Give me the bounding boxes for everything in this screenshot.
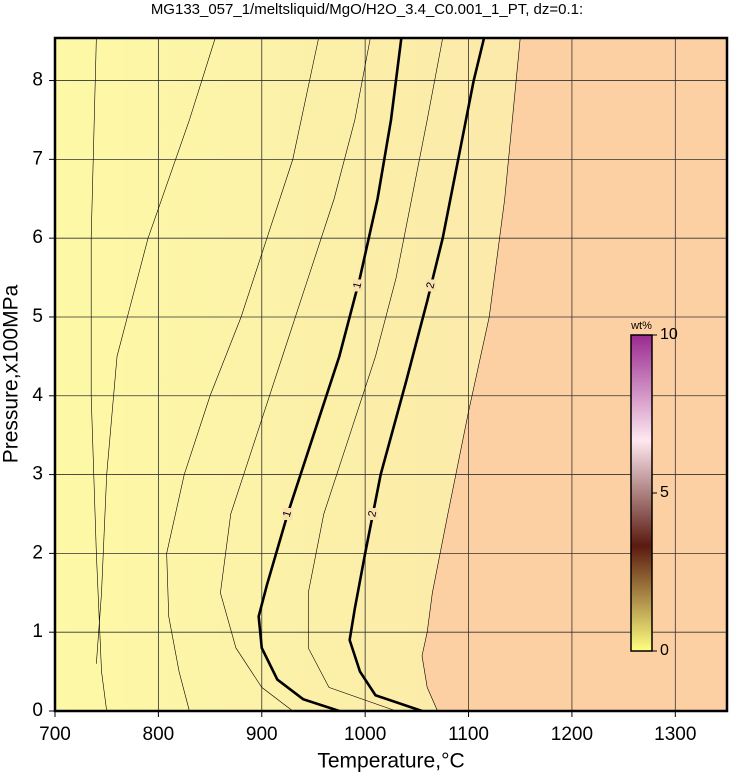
- contour-label-bg: [426, 279, 437, 292]
- contour-label: 2: [366, 510, 379, 518]
- x-tick-label: 1200: [551, 724, 593, 745]
- y-tick-label: 3: [32, 464, 43, 485]
- contour-label: 2: [424, 281, 437, 290]
- colorbar-tick-label: 10: [660, 326, 678, 343]
- contour-label: 1: [281, 509, 294, 518]
- chart-title: MG133_057_1/meltsliquid/MgO/H2O_3.4_C0.0…: [151, 1, 583, 18]
- colorbar-label: wt%: [630, 320, 652, 332]
- y-tick-label: 8: [32, 70, 43, 91]
- x-tick-label: 1000: [344, 724, 386, 745]
- y-tick-label: 4: [32, 385, 43, 406]
- contour-label: 1: [351, 281, 364, 290]
- x-tick-label: 1100: [448, 724, 489, 745]
- x-tick-label: 900: [246, 724, 278, 745]
- contour-label-bg: [367, 507, 378, 520]
- contour-line: [307, 37, 443, 712]
- y-tick-label: 0: [32, 700, 43, 721]
- contour-line: [220, 37, 371, 712]
- contour-line: [96, 37, 216, 664]
- x-tick-label: 700: [39, 724, 71, 745]
- y-tick-label: 5: [32, 306, 43, 327]
- colorbar-tick-label: 0: [660, 642, 669, 659]
- x-axis-label: Temperature,°C: [317, 750, 464, 773]
- y-axis-label: Pressure,x100MPa: [0, 284, 23, 463]
- y-tick-label: 6: [32, 227, 43, 248]
- y-tick-label: 2: [32, 542, 43, 563]
- plot-frame: [53, 36, 729, 713]
- colorbar-tick-label: 5: [660, 484, 669, 501]
- colorbar: [630, 334, 653, 652]
- contour-label-bg: [352, 279, 363, 292]
- contour-line: [90, 37, 107, 712]
- contour-line: [166, 37, 319, 712]
- contour-line: [421, 37, 521, 712]
- contour-label-bg: [282, 507, 293, 520]
- contour-line: [348, 37, 486, 713]
- x-tick-label: 1300: [654, 724, 696, 745]
- y-tick-label: 7: [32, 148, 43, 169]
- y-tick-label: 1: [32, 621, 43, 642]
- x-tick-label: 800: [143, 724, 175, 745]
